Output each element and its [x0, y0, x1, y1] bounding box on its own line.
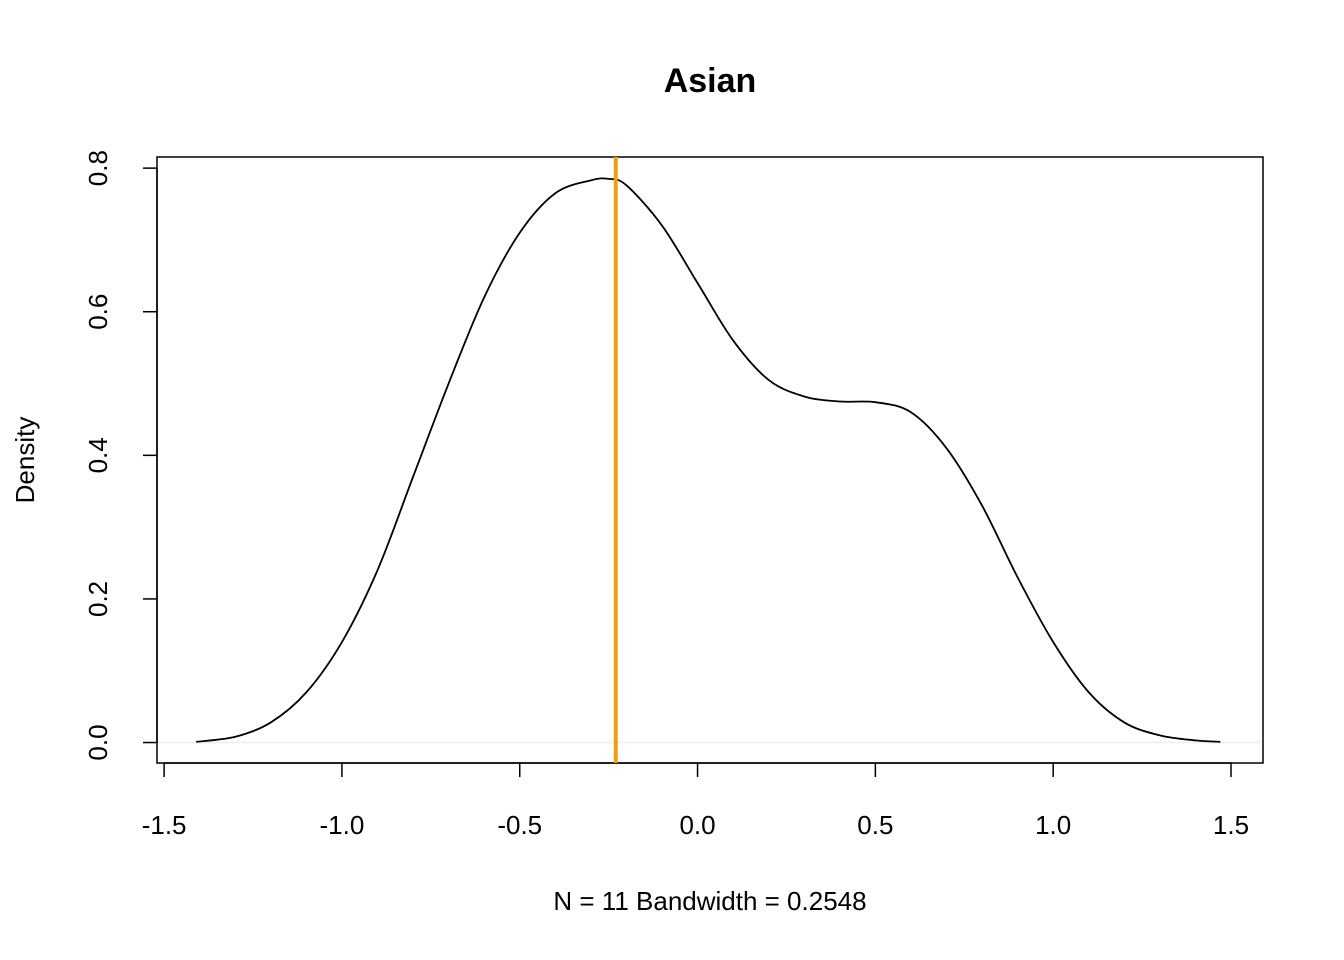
- x-tick-label: -1.0: [320, 810, 365, 840]
- density-curve: [196, 177, 1221, 743]
- x-axis: -1.5 -1.0 -0.5 0.0 0.5 1.0 1.5: [142, 762, 1249, 840]
- y-tick-label: 0.6: [83, 294, 113, 330]
- x-tick-label: -0.5: [497, 810, 542, 840]
- y-tick-label: 0.0: [83, 724, 113, 760]
- x-tick-label: 0.0: [679, 810, 715, 840]
- y-tick-label: 0.2: [83, 581, 113, 617]
- y-tick-label: 0.8: [83, 150, 113, 186]
- x-tick-label: 1.0: [1035, 810, 1071, 840]
- x-tick-label: 0.5: [857, 810, 893, 840]
- y-tick-label: 0.4: [83, 437, 113, 473]
- x-tick-label: -1.5: [142, 810, 187, 840]
- x-tick-label: 1.5: [1213, 810, 1249, 840]
- y-axis-label: Density: [10, 417, 40, 504]
- chart-title: Asian: [664, 62, 757, 100]
- series-group: [196, 177, 1221, 743]
- y-axis: 0.0 0.2 0.4 0.6 0.8: [83, 150, 158, 761]
- x-axis-label: N = 11 Bandwidth = 0.2548: [553, 886, 866, 916]
